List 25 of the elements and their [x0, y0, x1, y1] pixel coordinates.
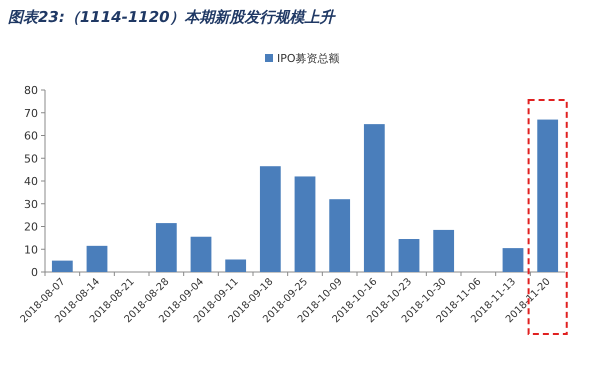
legend: IPO募资总额 — [265, 52, 340, 65]
bar — [329, 199, 350, 272]
y-tick-label: 0 — [31, 266, 38, 279]
legend-label: IPO募资总额 — [277, 52, 340, 65]
bar — [156, 223, 177, 272]
y-tick-label: 10 — [24, 243, 38, 256]
y-tick-label: 20 — [24, 220, 38, 234]
bar — [52, 260, 73, 272]
y-tick-label: 50 — [24, 152, 38, 166]
chart-title: 图表23:（1114-1120）本期新股发行规模上升 — [8, 8, 337, 26]
bar — [433, 230, 454, 272]
y-tick-label: 40 — [24, 175, 38, 188]
y-tick-label: 80 — [24, 84, 38, 97]
bar — [294, 176, 316, 272]
bar — [225, 259, 246, 272]
bar — [537, 120, 558, 272]
bar — [260, 166, 281, 272]
bar — [502, 248, 524, 272]
bar — [364, 124, 385, 272]
y-tick-label: 60 — [24, 130, 38, 142]
y-tick-label: 70 — [24, 106, 38, 120]
bar — [190, 236, 212, 272]
bar — [86, 246, 108, 272]
y-tick-label: 30 — [24, 198, 38, 211]
bar — [398, 239, 420, 272]
